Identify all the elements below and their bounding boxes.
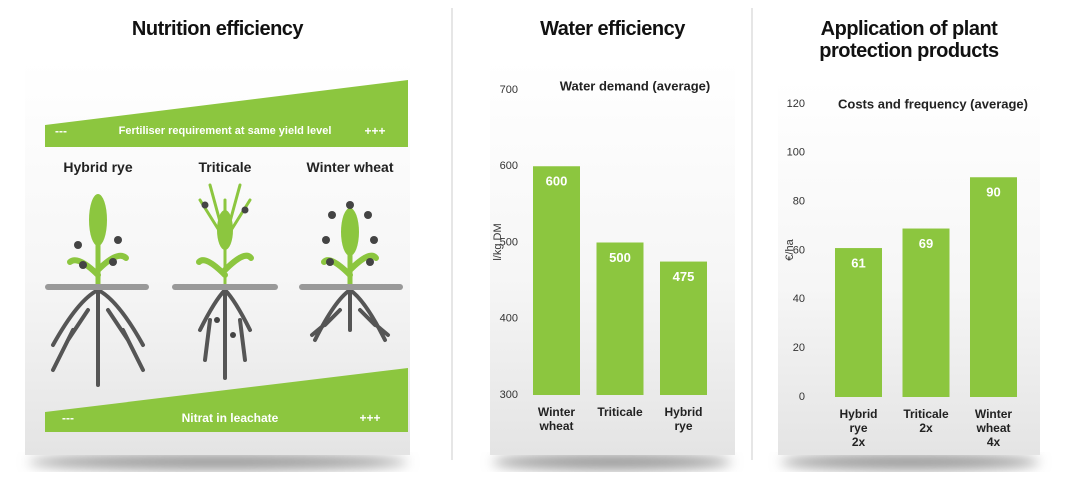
low-marker: --- (55, 124, 67, 138)
y-tick-label: 300 (500, 389, 518, 401)
chart-title: Application of plant protection products (819, 18, 999, 62)
y-tick-label: 600 (500, 160, 518, 172)
bar (596, 242, 644, 395)
y-tick-label: 60 (793, 244, 805, 256)
y-axis-label: l/kg DM (492, 223, 504, 260)
bar (660, 261, 707, 395)
wedges (45, 80, 408, 432)
y-tick-label: 100 (787, 147, 805, 159)
y-tick-label: 20 (793, 342, 805, 354)
bar (533, 166, 580, 395)
wedge-label: Nitrat in leachate (181, 411, 279, 425)
y-tick-label: 120 (787, 98, 805, 110)
chart-title: Water efficiency (540, 18, 685, 40)
x-tick-label: Winter wheat 4x (974, 407, 1013, 449)
y-axis-label: €/ha (784, 238, 796, 260)
x-tick-label: Hybrid rye (664, 405, 703, 433)
high-marker: +++ (359, 411, 381, 425)
bar (970, 177, 1017, 397)
value-label: 600 (546, 174, 568, 189)
value-label: 69 (919, 236, 933, 251)
y-tick-label: 700 (500, 84, 518, 96)
x-tick-label: Hybrid rye 2x (839, 407, 878, 449)
wedge-label: Fertiliser requirement at same yield lev… (118, 125, 332, 137)
y-tick-label: 400 (500, 313, 518, 325)
bar (902, 228, 950, 397)
plant-label: Hybrid rye (63, 159, 133, 175)
y-tick-label: 500 (500, 236, 518, 248)
plant-illustrations (45, 183, 403, 387)
chart-subtitle: Costs and frequency (average) (838, 96, 1028, 111)
y-tick-label: 40 (793, 293, 805, 305)
value-label: 90 (986, 185, 1000, 200)
x-tick-label: Winter wheat (537, 405, 576, 433)
value-label: 475 (673, 269, 695, 284)
plant-label: Winter wheat (306, 159, 394, 175)
value-label: 500 (609, 250, 631, 265)
chart-subtitle: Water demand (average) (560, 78, 711, 93)
high-marker: +++ (364, 124, 386, 138)
low-marker: --- (62, 411, 74, 425)
bar (835, 248, 882, 397)
x-tick-label: Triticale (597, 405, 643, 419)
y-tick-label: 0 (799, 391, 805, 403)
x-tick-label: Triticale 2x (903, 407, 949, 435)
y-tick-label: 80 (793, 196, 805, 208)
plant-label: Triticale (198, 159, 252, 175)
value-label: 61 (851, 255, 865, 270)
panel-title: Nutrition efficiency (131, 18, 304, 40)
